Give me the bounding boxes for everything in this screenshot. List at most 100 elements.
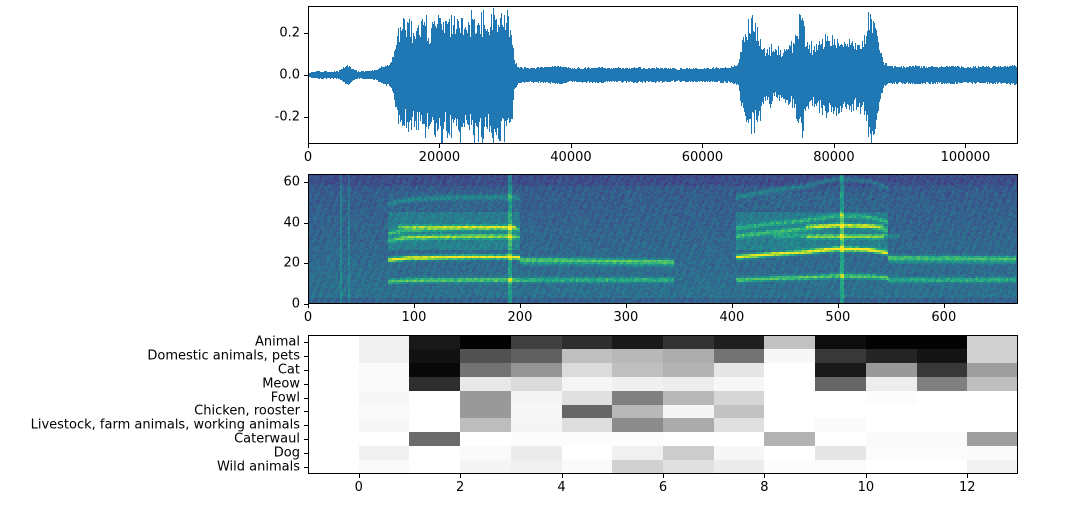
waveform-sample [634,66,635,83]
heatmap-cell [308,460,360,474]
heatmap-y-tick [304,355,308,357]
waveform-sample [600,67,601,83]
waveform-sample [1007,65,1008,85]
waveform-sample [726,68,727,83]
waveform-sample [414,35,415,128]
waveform-sample [720,67,721,83]
waveform-sample [769,46,770,104]
waveform-sample [324,71,325,79]
waveform-sample [586,68,587,83]
heatmap-cell [510,432,563,447]
heatmap-cell [663,362,715,378]
waveform-sample [988,66,989,83]
heatmap-cell [460,390,512,406]
waveform-sample [377,70,378,81]
heatmap-cell [916,446,968,461]
waveform-sample [657,67,658,82]
waveform-sample [621,68,622,82]
waveform-sample [428,38,429,129]
waveform-sample [788,48,789,105]
waveform-sample [570,67,571,82]
heatmap-x-tick [460,474,462,478]
waveform-sample [490,27,491,126]
waveform-sample [716,67,717,82]
heatmap-y-tick [304,341,308,343]
waveform-sample [462,17,463,127]
waveform-sample [562,67,563,84]
waveform-y-tick [304,75,308,76]
heatmap-cell [764,460,816,474]
waveform-sample [682,68,683,82]
waveform-sample [756,40,757,121]
heatmap-cell [713,446,766,461]
heatmap-cell [713,376,766,392]
waveform-sample [690,68,691,83]
waveform-sample [800,15,801,118]
heatmap-cell [561,432,613,447]
waveform-sample [601,67,602,83]
waveform-sample [728,67,729,82]
waveform-sample [314,71,315,79]
heatmap-cell [967,390,1018,406]
waveform-sample [445,20,446,113]
heatmap-x-tick-label: 6 [658,480,668,495]
waveform-sample [447,24,448,138]
waveform-sample [891,66,892,83]
heatmap-cell [967,418,1018,433]
waveform-sample [900,66,901,83]
waveform-sample [523,68,524,82]
waveform-sample [522,67,523,83]
heatmap-cell [460,348,512,364]
waveform-sample [697,68,698,82]
waveform-sample [897,66,898,84]
heatmap-class-label: Dog [273,445,300,461]
waveform-sample [816,43,817,106]
waveform-sample [457,19,458,120]
waveform-sample [748,19,749,124]
waveform-sample [375,69,376,80]
waveform-sample [980,66,981,84]
waveform-sample [450,36,451,116]
waveform-sample [985,66,986,84]
waveform-sample [461,18,462,127]
waveform-sample [318,71,319,79]
waveform-sample [409,18,410,123]
heatmap-cell [865,460,918,474]
waveform-sample [618,67,619,82]
waveform-sample [832,35,833,108]
waveform-sample [319,70,320,79]
heatmap-cell [967,404,1018,419]
heatmap-cell [308,432,360,447]
waveform-x-tick [439,144,441,148]
waveform-sample [528,67,529,83]
waveform-sample [775,48,776,92]
waveform-sample [606,68,607,81]
waveform-sample [937,66,938,84]
waveform-sample [588,67,589,82]
waveform-sample [535,68,536,82]
waveform-sample [817,50,818,103]
waveform-sample [926,67,927,83]
waveform-sample [476,33,477,126]
waveform-sample [778,45,779,96]
heatmap-cell [713,348,766,364]
waveform-sample [435,25,436,137]
heatmap-x-tick [663,474,664,478]
waveform-sample [932,66,933,84]
waveform-sample [595,67,596,83]
waveform-sample [964,68,965,83]
heatmap-cell [815,348,867,364]
waveform-sample [863,46,864,102]
waveform-sample [886,63,887,86]
waveform-sample [563,66,564,84]
waveform-sample [356,70,357,80]
waveform-sample [594,68,595,82]
waveform-sample [665,68,666,82]
heatmap-cell [510,390,563,406]
waveform-sample [963,67,964,83]
waveform-sample [742,39,743,103]
heatmap-cell [916,404,968,419]
waveform-sample [582,68,583,83]
heatmap-cell [815,432,867,447]
heatmap-cell [967,362,1018,378]
